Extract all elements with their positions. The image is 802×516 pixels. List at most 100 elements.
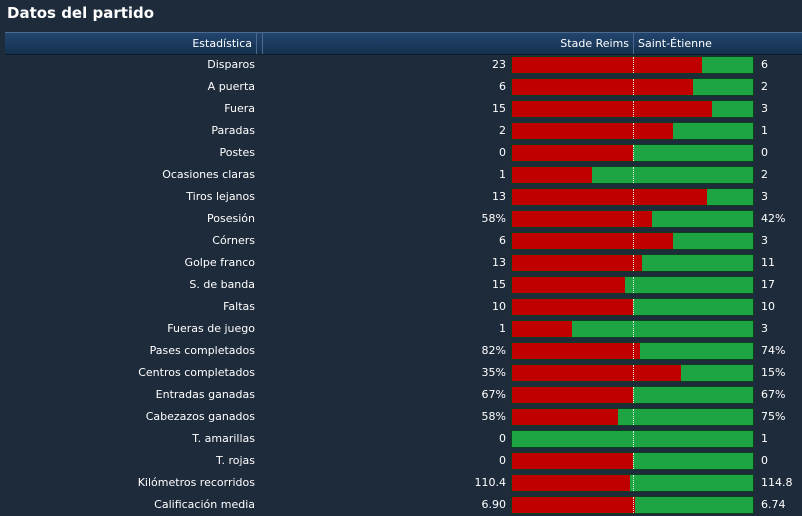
stat-row: Posesión 58% 42% xyxy=(0,208,802,230)
comparison-bar xyxy=(511,122,754,140)
home-share-fill xyxy=(512,233,673,249)
stat-label: Kilómetros recorridos xyxy=(137,476,255,489)
away-value: 15% xyxy=(761,366,786,379)
stat-label: Entradas ganadas xyxy=(155,388,255,401)
bar-midline xyxy=(633,167,634,183)
bar-midline xyxy=(633,299,634,315)
stat-row: Kilómetros recorridos 110.4 114.8 xyxy=(0,472,802,494)
home-share-fill xyxy=(512,453,633,469)
bar-midline xyxy=(633,101,634,117)
home-share-fill xyxy=(512,497,635,513)
away-value: 0 xyxy=(761,454,768,467)
bar-midline xyxy=(633,387,634,403)
home-value: 23 xyxy=(492,58,506,71)
away-value: 2 xyxy=(761,168,768,181)
home-value: 82% xyxy=(481,344,506,357)
home-share-fill xyxy=(512,211,652,227)
stat-row: Paradas 2 1 xyxy=(0,120,802,142)
home-value: 0 xyxy=(499,454,506,467)
comparison-bar xyxy=(511,452,754,470)
stat-label: Pases completados xyxy=(149,344,255,357)
stat-label: Paradas xyxy=(211,124,255,137)
bar-midline xyxy=(633,365,634,381)
home-share-fill xyxy=(512,189,707,205)
away-value: 6 xyxy=(761,58,768,71)
home-share-fill xyxy=(512,167,592,183)
stat-row: Fueras de juego 1 3 xyxy=(0,318,802,340)
stat-row: Fuera 15 3 xyxy=(0,98,802,120)
column-header-home-team[interactable]: Stade Reims xyxy=(262,33,633,54)
stat-row: Entradas ganadas 67% 67% xyxy=(0,384,802,406)
stat-label: T. amarillas xyxy=(192,432,255,445)
column-header-away-team[interactable]: Saint-Étienne xyxy=(633,33,802,54)
stat-row: Centros completados 35% 15% xyxy=(0,362,802,384)
home-value: 0 xyxy=(499,146,506,159)
away-value: 3 xyxy=(761,322,768,335)
bar-midline xyxy=(633,57,634,73)
away-value: 74% xyxy=(761,344,786,357)
stat-label: A puerta xyxy=(207,80,255,93)
home-value: 6 xyxy=(499,80,506,93)
stats-table-header: Estadística Stade Reims Saint-Étienne xyxy=(5,32,802,55)
bar-midline xyxy=(633,321,634,337)
home-value: 6 xyxy=(499,234,506,247)
away-value: 1 xyxy=(761,432,768,445)
comparison-bar xyxy=(511,276,754,294)
comparison-bar xyxy=(511,496,754,514)
home-value: 1 xyxy=(499,168,506,181)
stat-label: S. de banda xyxy=(189,278,255,291)
comparison-bar xyxy=(511,78,754,96)
stat-label: Ocasiones claras xyxy=(162,168,255,181)
stat-row: Calificación media 6.90 6.74 xyxy=(0,494,802,516)
home-share-fill xyxy=(512,277,625,293)
stat-row: T. rojas 0 0 xyxy=(0,450,802,472)
away-value: 10 xyxy=(761,300,775,313)
bar-midline xyxy=(633,343,634,359)
home-share-fill xyxy=(512,79,693,95)
stat-label: Fueras de juego xyxy=(167,322,255,335)
away-value: 75% xyxy=(761,410,786,423)
stat-label: Posesión xyxy=(207,212,255,225)
away-value: 3 xyxy=(761,102,768,115)
stat-row: Córners 6 3 xyxy=(0,230,802,252)
stat-row: Cabezazos ganados 58% 75% xyxy=(0,406,802,428)
home-share-fill xyxy=(512,145,633,161)
home-share-fill xyxy=(512,365,681,381)
comparison-bar xyxy=(511,166,754,184)
comparison-bar xyxy=(511,430,754,448)
comparison-bar xyxy=(511,56,754,74)
stat-label: Córners xyxy=(212,234,255,247)
home-value: 15 xyxy=(492,102,506,115)
comparison-bar xyxy=(511,408,754,426)
stat-label: Faltas xyxy=(223,300,255,313)
home-value: 13 xyxy=(492,190,506,203)
home-value: 15 xyxy=(492,278,506,291)
column-header-stat[interactable]: Estadística xyxy=(6,33,257,54)
bar-midline xyxy=(633,453,634,469)
comparison-bar xyxy=(511,100,754,118)
bar-midline xyxy=(633,431,634,447)
home-value: 58% xyxy=(481,410,506,423)
home-share-fill xyxy=(512,387,633,403)
away-value: 42% xyxy=(761,212,786,225)
comparison-bar xyxy=(511,254,754,272)
home-value: 67% xyxy=(481,388,506,401)
home-share-fill xyxy=(512,475,630,491)
away-value: 3 xyxy=(761,234,768,247)
comparison-bar xyxy=(511,298,754,316)
away-value: 6.74 xyxy=(761,498,786,511)
stat-label: Cabezazos ganados xyxy=(145,410,255,423)
stat-label: Calificación media xyxy=(154,498,255,511)
stat-row: Faltas 10 10 xyxy=(0,296,802,318)
comparison-bar xyxy=(511,210,754,228)
stat-label: T. rojas xyxy=(216,454,255,467)
stat-label: Postes xyxy=(219,146,255,159)
stat-row: Pases completados 82% 74% xyxy=(0,340,802,362)
comparison-bar xyxy=(511,474,754,492)
comparison-bar xyxy=(511,232,754,250)
away-value: 3 xyxy=(761,190,768,203)
stat-label: Disparos xyxy=(207,58,255,71)
bar-midline xyxy=(633,233,634,249)
away-value: 17 xyxy=(761,278,775,291)
bar-midline xyxy=(633,145,634,161)
